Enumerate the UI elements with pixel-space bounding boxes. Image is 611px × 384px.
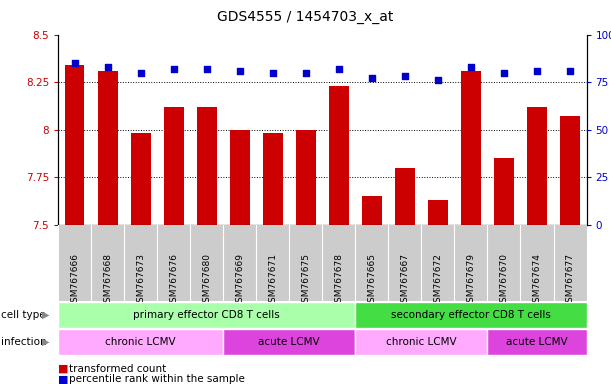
Text: percentile rank within the sample: percentile rank within the sample bbox=[69, 374, 245, 384]
Text: infection: infection bbox=[1, 337, 47, 347]
Bar bbox=[65, 65, 84, 225]
Bar bbox=[494, 158, 514, 225]
Text: acute LCMV: acute LCMV bbox=[506, 337, 568, 347]
Bar bbox=[197, 107, 217, 225]
Point bbox=[268, 70, 277, 76]
Point bbox=[334, 66, 344, 72]
Text: chronic LCMV: chronic LCMV bbox=[105, 337, 176, 347]
Point bbox=[235, 68, 244, 74]
Text: primary effector CD8 T cells: primary effector CD8 T cells bbox=[133, 310, 280, 320]
Text: ▶: ▶ bbox=[42, 337, 49, 347]
Text: acute LCMV: acute LCMV bbox=[258, 337, 320, 347]
Point bbox=[565, 68, 575, 74]
Point bbox=[136, 70, 145, 76]
Point bbox=[169, 66, 178, 72]
Bar bbox=[164, 107, 183, 225]
Text: GDS4555 / 1454703_x_at: GDS4555 / 1454703_x_at bbox=[218, 10, 393, 23]
Point bbox=[202, 66, 211, 72]
Point bbox=[466, 64, 476, 70]
Text: ■: ■ bbox=[58, 364, 68, 374]
Bar bbox=[58, 329, 223, 355]
Bar bbox=[488, 329, 587, 355]
Bar bbox=[263, 133, 283, 225]
Bar bbox=[223, 329, 356, 355]
Bar bbox=[296, 130, 316, 225]
Text: cell type: cell type bbox=[1, 310, 46, 320]
Bar bbox=[560, 116, 580, 225]
Bar bbox=[356, 329, 488, 355]
Text: chronic LCMV: chronic LCMV bbox=[386, 337, 456, 347]
Point bbox=[301, 70, 310, 76]
Bar bbox=[395, 168, 415, 225]
Point bbox=[499, 70, 509, 76]
Text: transformed count: transformed count bbox=[69, 364, 166, 374]
Bar bbox=[362, 196, 382, 225]
Bar bbox=[527, 107, 547, 225]
Text: ▶: ▶ bbox=[42, 310, 49, 320]
Bar bbox=[98, 71, 117, 225]
Bar bbox=[58, 302, 356, 328]
Point bbox=[433, 77, 443, 83]
Bar bbox=[356, 302, 587, 328]
Bar bbox=[428, 200, 448, 225]
Point bbox=[532, 68, 542, 74]
Bar bbox=[329, 86, 349, 225]
Bar bbox=[131, 133, 150, 225]
Point bbox=[103, 64, 112, 70]
Point bbox=[367, 75, 377, 81]
Text: ■: ■ bbox=[58, 374, 68, 384]
Bar bbox=[461, 71, 481, 225]
Point bbox=[400, 73, 410, 79]
Point bbox=[70, 60, 79, 66]
Bar bbox=[230, 130, 250, 225]
Text: secondary effector CD8 T cells: secondary effector CD8 T cells bbox=[391, 310, 551, 320]
